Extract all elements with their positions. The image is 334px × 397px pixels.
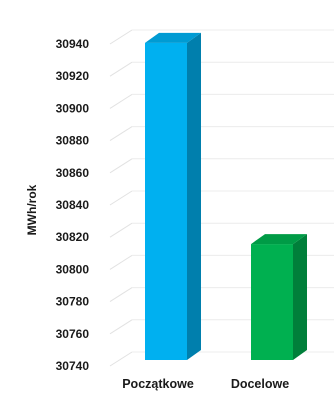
gridline-diagonal [109, 158, 133, 174]
y-tick-label: 30820 [56, 230, 90, 244]
gridline-diagonal [109, 287, 133, 303]
y-axis-label: MWh/rok [25, 184, 39, 235]
gridline-diagonal [109, 319, 133, 335]
y-tick-label: 30800 [56, 262, 90, 276]
gridline-diagonal [109, 351, 133, 367]
bar-top [145, 32, 201, 43]
y-tick-label: 30860 [56, 166, 90, 180]
y-tick-label: 30740 [56, 359, 90, 373]
y-tick-label: 30840 [56, 198, 90, 212]
x-category-label: Docelowe [231, 377, 289, 391]
x-category-label: Początkowe [122, 377, 194, 391]
bar-front [251, 244, 293, 360]
bar-side [187, 32, 201, 360]
y-tick-label: 30780 [56, 295, 90, 309]
gridline-diagonal [109, 222, 133, 238]
gridline-diagonal [109, 61, 133, 77]
bar-top [251, 234, 307, 245]
y-tick-label: 30920 [56, 69, 90, 83]
y-tick-label: 30760 [56, 327, 90, 341]
chart-bars [145, 32, 307, 361]
x-axis-category-labels: Początkowe Docelowe [122, 377, 289, 391]
gridline-diagonal [109, 254, 133, 270]
bar-side [293, 234, 307, 360]
gridline-diagonal [109, 29, 133, 45]
y-tick-label: 30880 [56, 134, 90, 148]
gridline-diagonal [109, 93, 133, 109]
bar-front [145, 42, 187, 361]
y-axis-tick-labels: 30740 30760 30780 30800 30820 30840 30860 30880… [56, 37, 90, 373]
y-tick-label: 30900 [56, 101, 90, 115]
gridline-diagonal [109, 190, 133, 206]
y-tick-label: 30940 [56, 37, 90, 51]
gridline-diagonal [109, 126, 133, 142]
